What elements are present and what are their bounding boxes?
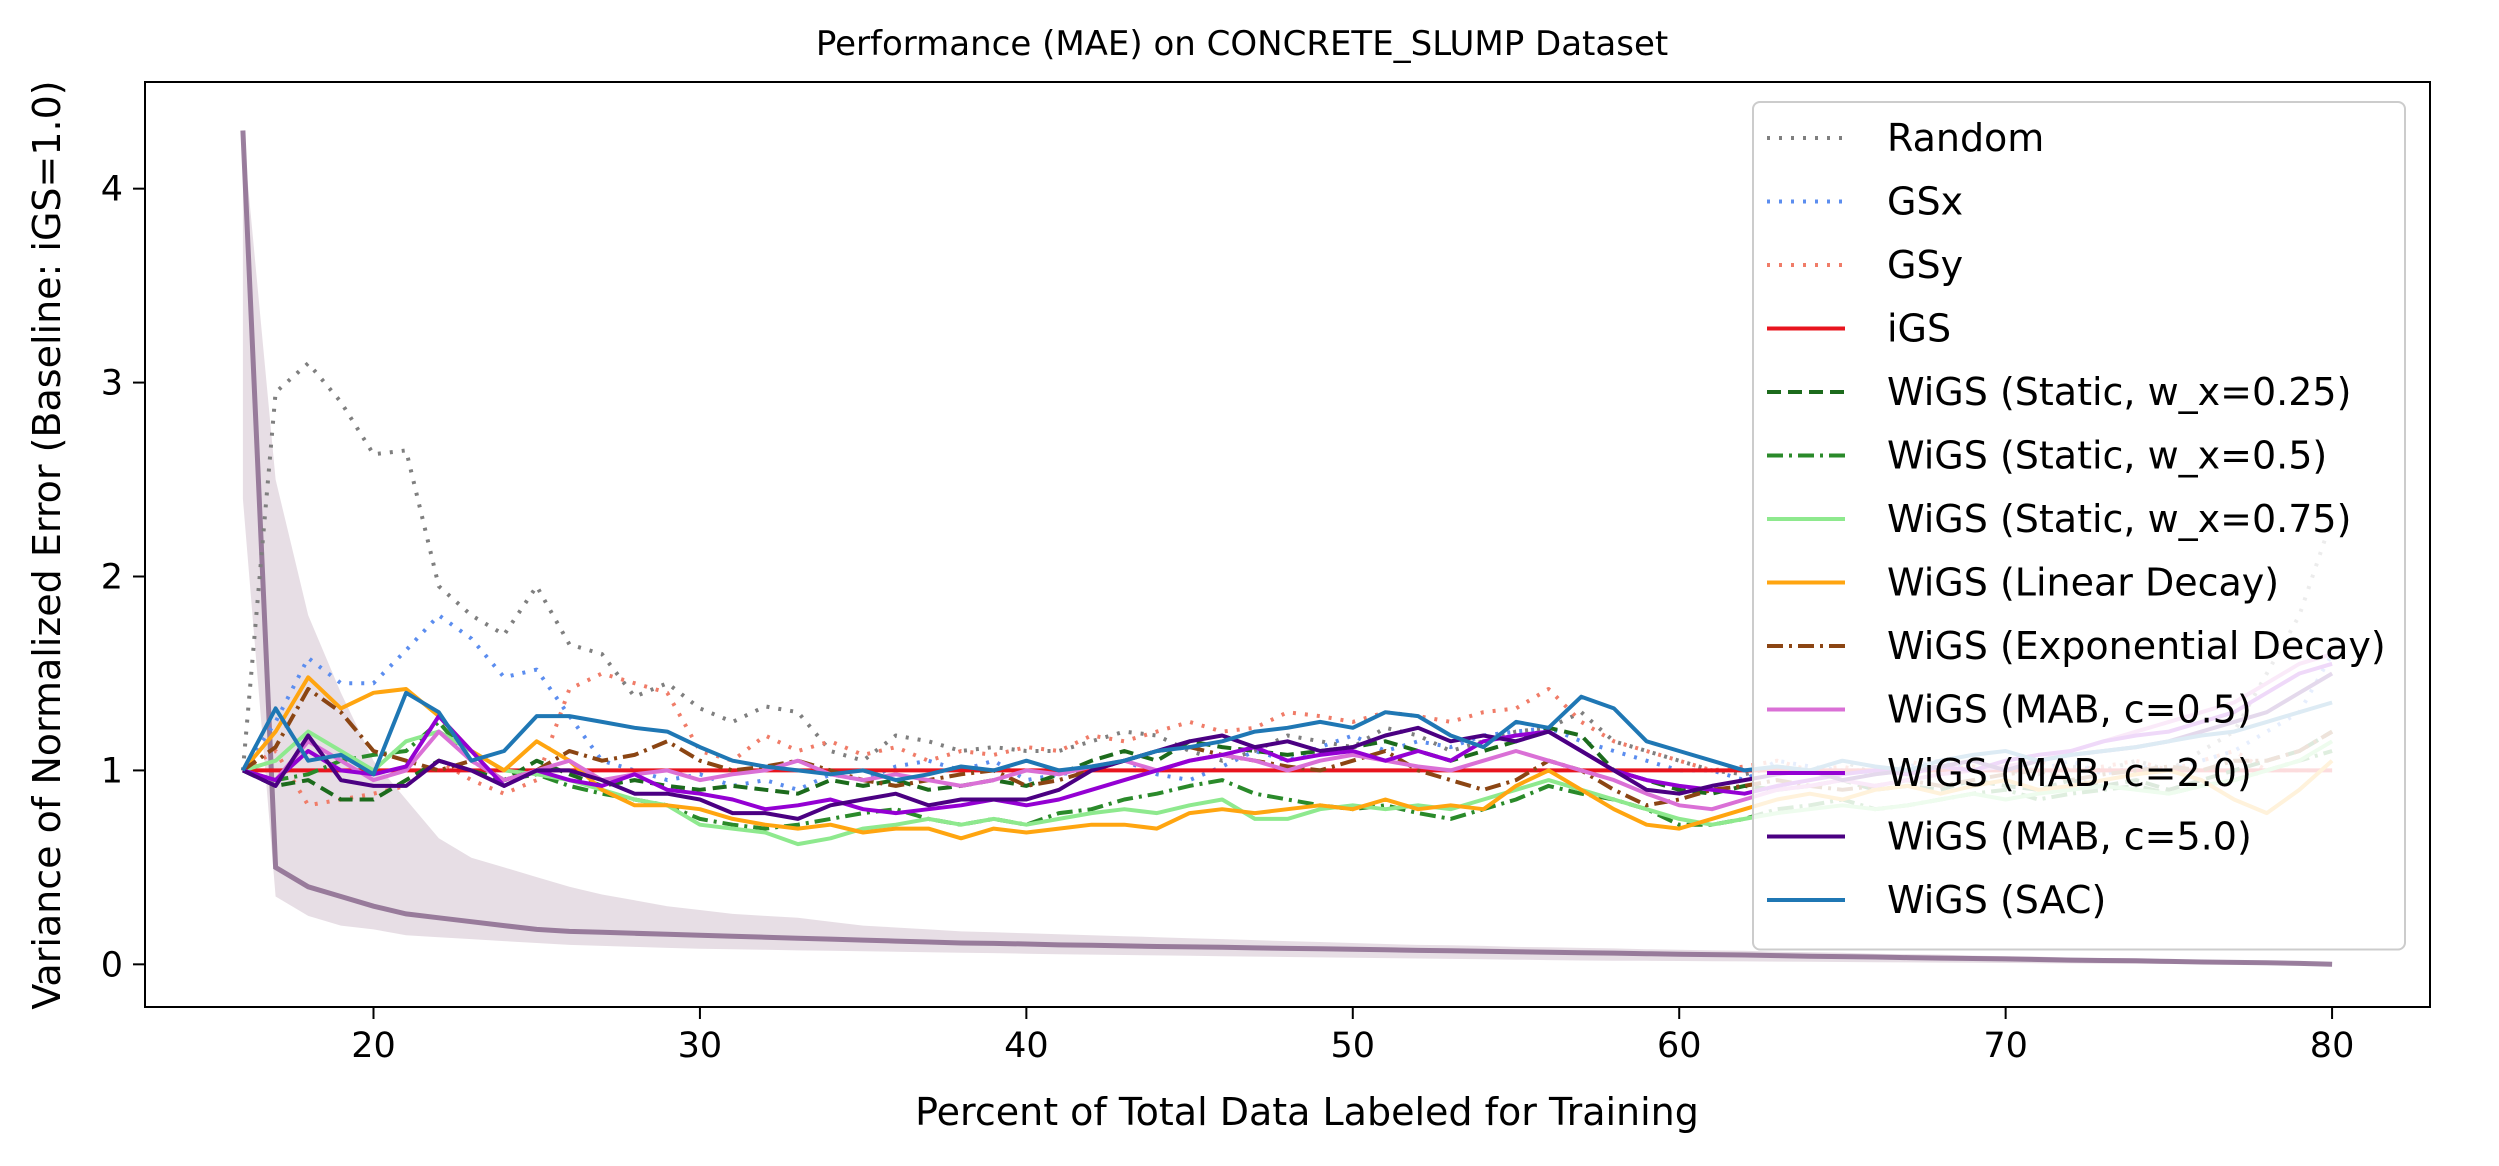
y-tick-label: 2: [101, 557, 123, 597]
legend: Random GSx GSy iGS WiGS (Static, w_x=0.25) Wi…: [1752, 101, 2406, 951]
x-axis: 20 30 40 50 60 70 80: [351, 1007, 2354, 1066]
legend-label: GSx: [1887, 180, 1963, 224]
x-tick-label: 20: [351, 1026, 396, 1066]
x-tick-label: 60: [1657, 1026, 1702, 1066]
chart-title: Performance (MAE) on CONCRETE_SLUMP Data…: [816, 24, 1668, 64]
y-tick-label: 0: [101, 945, 123, 985]
x-tick-label: 70: [1983, 1026, 2028, 1066]
legend-label: WiGS (Static, w_x=0.5): [1887, 434, 2327, 478]
legend-box: [1752, 101, 2406, 951]
legend-label: WiGS (SAC): [1887, 878, 2106, 922]
legend-label: WiGS (Static, w_x=0.75): [1887, 497, 2351, 541]
y-axis-label: Variance of Normalized Error (Baseline: …: [25, 80, 69, 1009]
x-tick-label: 50: [1331, 1026, 1376, 1066]
y-axis: 0 1 2 3 4: [101, 170, 145, 985]
series-line-0: [240, 361, 2334, 777]
legend-label: WiGS (MAB, c=5.0): [1887, 815, 2252, 859]
legend-label: WiGS (Linear Decay): [1887, 561, 2279, 605]
legend-label: WiGS (MAB, c=2.0): [1887, 751, 2252, 795]
y-tick-label: 3: [101, 364, 123, 404]
legend-label: GSy: [1887, 243, 1963, 287]
legend-label: Random: [1887, 116, 2044, 160]
legend-label: WiGS (MAB, c=0.5): [1887, 688, 2252, 732]
y-tick-label: 1: [101, 751, 123, 791]
variance-bands: [240, 130, 2333, 967]
x-tick-label: 40: [1004, 1026, 1049, 1066]
legend-label: iGS: [1887, 307, 1951, 351]
legend-label: WiGS (Static, w_x=0.25): [1887, 370, 2351, 414]
x-tick-label: 30: [678, 1026, 723, 1066]
plot-frame: [144, 81, 2431, 1008]
x-tick-label: 80: [2310, 1026, 2355, 1066]
y-tick-label: 4: [101, 170, 123, 210]
x-axis-label: Percent of Total Data Labeled for Traini…: [915, 1090, 1699, 1134]
legend-label: WiGS (Exponential Decay): [1887, 624, 2386, 668]
variance-band-mean-line: [240, 130, 2333, 967]
variance-band-area: [242, 130, 2333, 965]
